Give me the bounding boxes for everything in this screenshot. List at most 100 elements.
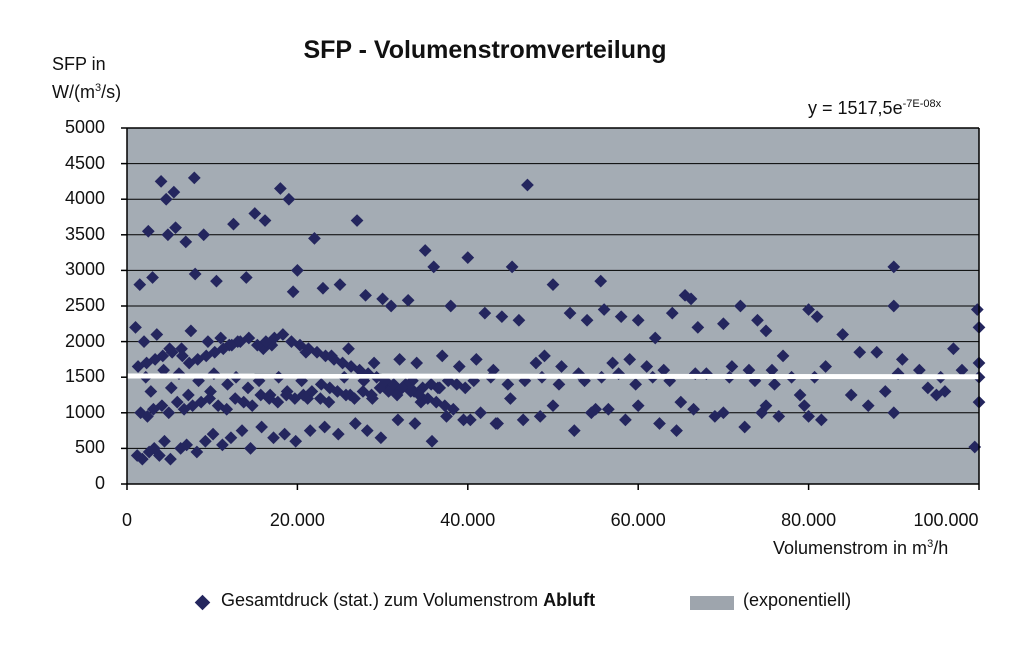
data-points bbox=[129, 171, 986, 466]
x-tick-label: 80.000 bbox=[781, 510, 837, 530]
data-point bbox=[289, 434, 303, 448]
data-point bbox=[271, 395, 285, 409]
data-point bbox=[156, 349, 170, 363]
y-tick-label: 1000 bbox=[64, 401, 105, 422]
data-point bbox=[169, 221, 182, 235]
data-point bbox=[224, 431, 238, 445]
data-point bbox=[278, 427, 291, 441]
data-point bbox=[425, 434, 439, 448]
data-point bbox=[129, 320, 142, 334]
data-point bbox=[305, 385, 319, 398]
data-point bbox=[489, 417, 503, 430]
data-point bbox=[282, 192, 296, 206]
y-tick-label: 3500 bbox=[64, 223, 105, 244]
data-point bbox=[308, 231, 321, 245]
y-tick-label: 5000 bbox=[64, 117, 105, 137]
data-point bbox=[221, 377, 234, 391]
data-point bbox=[241, 381, 255, 395]
data-point bbox=[393, 353, 407, 366]
y-tick-label: 1500 bbox=[64, 366, 105, 387]
y-tick-label: 2500 bbox=[64, 295, 105, 315]
data-point bbox=[360, 424, 374, 437]
data-point bbox=[165, 345, 179, 359]
data-point bbox=[474, 406, 487, 420]
data-point bbox=[227, 217, 240, 231]
data-point bbox=[164, 452, 177, 466]
data-point bbox=[401, 293, 415, 307]
y-axis-label-line2: W/(m3/s) bbox=[52, 82, 122, 102]
trendline bbox=[126, 373, 980, 380]
data-point bbox=[408, 417, 422, 430]
data-point bbox=[391, 413, 405, 427]
data-point bbox=[216, 438, 229, 452]
x-tick-label: 60.000 bbox=[610, 510, 666, 530]
data-point bbox=[180, 438, 194, 452]
data-point bbox=[133, 278, 147, 292]
data-point bbox=[144, 385, 158, 398]
data-point bbox=[161, 228, 175, 242]
y-tick-label: 2000 bbox=[64, 330, 105, 351]
data-point bbox=[350, 214, 364, 227]
data-point bbox=[155, 399, 169, 413]
data-point bbox=[374, 431, 388, 445]
legend-trend-swatch bbox=[690, 596, 734, 610]
data-point bbox=[190, 445, 204, 459]
data-point bbox=[244, 442, 257, 455]
data-point bbox=[206, 427, 220, 441]
y-tick-label: 4500 bbox=[64, 152, 105, 173]
data-point bbox=[435, 349, 449, 363]
data-point bbox=[291, 264, 304, 277]
x-tick-label: 0 bbox=[121, 510, 133, 530]
data-point bbox=[235, 424, 249, 437]
data-point bbox=[164, 381, 178, 395]
data-point bbox=[239, 271, 253, 284]
axes bbox=[121, 127, 980, 490]
data-point bbox=[167, 185, 181, 199]
data-point bbox=[159, 192, 173, 206]
data-point bbox=[197, 228, 211, 242]
data-point bbox=[359, 288, 372, 302]
data-point bbox=[188, 267, 202, 281]
data-point bbox=[258, 214, 272, 227]
data-point bbox=[458, 381, 472, 395]
data-point bbox=[501, 377, 515, 391]
data-point bbox=[170, 395, 184, 409]
data-point bbox=[433, 381, 447, 395]
data-point bbox=[179, 235, 193, 249]
data-point bbox=[457, 413, 470, 427]
legend-trend-label: (exponentiell) bbox=[743, 590, 852, 610]
data-point bbox=[220, 402, 234, 416]
data-point bbox=[318, 420, 332, 434]
data-point bbox=[348, 417, 362, 430]
data-point bbox=[137, 335, 151, 348]
data-point bbox=[376, 292, 389, 306]
data-point bbox=[141, 409, 154, 423]
y-axis-label: SFP in W/(m3/s) bbox=[52, 52, 121, 104]
y-tick-label: 0 bbox=[94, 473, 105, 493]
data-point bbox=[286, 285, 300, 299]
data-point bbox=[203, 392, 217, 405]
data-point bbox=[367, 356, 381, 370]
data-point bbox=[478, 306, 492, 320]
data-point bbox=[146, 271, 159, 284]
data-point bbox=[184, 324, 198, 338]
data-point bbox=[158, 434, 171, 448]
data-point bbox=[440, 409, 453, 423]
x-tick-label: 40.000 bbox=[440, 510, 496, 530]
y-tick-label: 3000 bbox=[64, 259, 105, 280]
data-point bbox=[342, 342, 355, 356]
data-point bbox=[242, 331, 256, 345]
y-axis-label-line1: SFP in bbox=[52, 54, 106, 74]
y-tick-label: 4000 bbox=[64, 188, 105, 209]
data-point bbox=[410, 356, 424, 370]
data-point bbox=[303, 424, 317, 437]
data-point bbox=[446, 402, 460, 416]
data-point bbox=[154, 175, 168, 188]
data-point bbox=[245, 399, 259, 413]
data-point bbox=[201, 335, 215, 348]
data-point bbox=[267, 431, 280, 445]
data-point bbox=[427, 260, 441, 274]
data-point bbox=[469, 353, 483, 366]
data-point bbox=[444, 299, 458, 313]
